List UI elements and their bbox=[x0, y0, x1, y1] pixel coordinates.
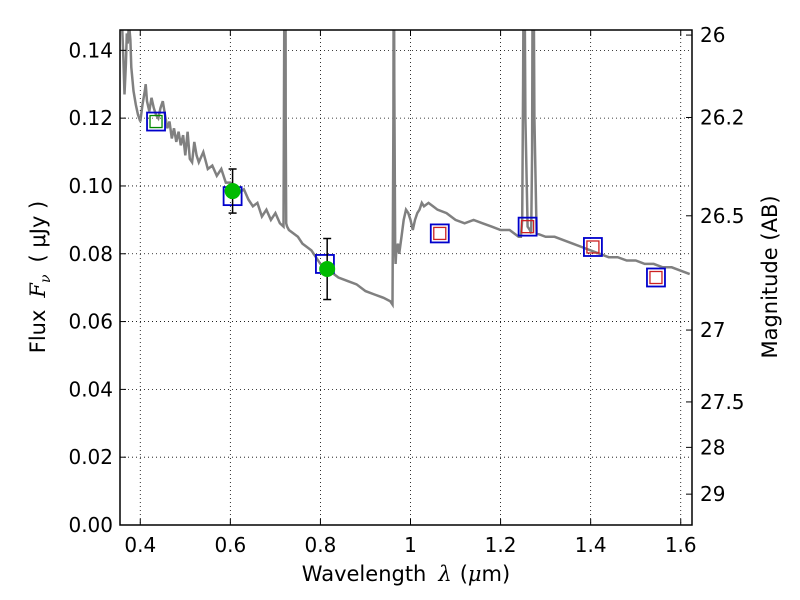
y-tick-label: 0.00 bbox=[68, 513, 113, 537]
model-photometry-point bbox=[146, 111, 166, 132]
model-photometry-point bbox=[583, 237, 603, 257]
upper-limit-point bbox=[433, 226, 447, 241]
y-tick-label: 0.08 bbox=[68, 242, 113, 266]
right-tick-label: 26.2 bbox=[700, 105, 745, 129]
right-tick-label: 26 bbox=[700, 23, 725, 47]
x-tick-label: 0.4 bbox=[124, 533, 156, 557]
grid-lines bbox=[120, 30, 692, 526]
model-photometry-point bbox=[646, 267, 666, 288]
upper-limit-point bbox=[586, 240, 600, 254]
x-tick-label: 1.4 bbox=[575, 533, 607, 557]
right-tick-label: 27 bbox=[700, 318, 725, 342]
model-photometry-point bbox=[517, 216, 538, 237]
right-tick-label: 26.5 bbox=[700, 204, 745, 228]
x-tick-label: 1.6 bbox=[665, 533, 697, 557]
right-tick-label: 29 bbox=[700, 482, 725, 506]
right-axis-label: Magnitude (AB) bbox=[758, 195, 782, 358]
x-tick-label: 0.8 bbox=[305, 533, 337, 557]
model-photometry-point bbox=[429, 223, 450, 244]
y-tick-label: 0.02 bbox=[68, 445, 113, 469]
y-axis-label: FluxFν( μJy ) bbox=[26, 201, 54, 353]
y-tick-label: 0.04 bbox=[68, 377, 113, 401]
right-tick-label: 28 bbox=[700, 435, 725, 459]
plot-frame bbox=[119, 29, 693, 526]
y-tick-label: 0.06 bbox=[68, 310, 113, 334]
upper-limit-point bbox=[520, 219, 535, 234]
sed-line bbox=[121, 30, 691, 309]
x-tick-label: 1.2 bbox=[485, 533, 517, 557]
right-tick-label: 27.5 bbox=[700, 390, 745, 414]
y-tick-label: 0.10 bbox=[68, 174, 113, 198]
y-tick-label: 0.14 bbox=[68, 38, 113, 62]
upper-limit-point bbox=[649, 270, 663, 285]
x-tick-label: 0.6 bbox=[214, 533, 246, 557]
detection-point bbox=[224, 183, 241, 200]
series-layer bbox=[121, 30, 691, 309]
tick-layer: 0.4 0.6 0.8 1 1.2 1.4 1.6 0.00 0.02 0.04 0.06 0.08 0… bbox=[68, 23, 744, 557]
detection-point bbox=[319, 261, 336, 278]
x-tick-label: 1 bbox=[404, 533, 417, 557]
y-tick-label: 0.12 bbox=[68, 106, 113, 130]
x-axis-label: Wavelength λ (μm) bbox=[302, 562, 510, 586]
upper-limit-point bbox=[149, 114, 163, 129]
